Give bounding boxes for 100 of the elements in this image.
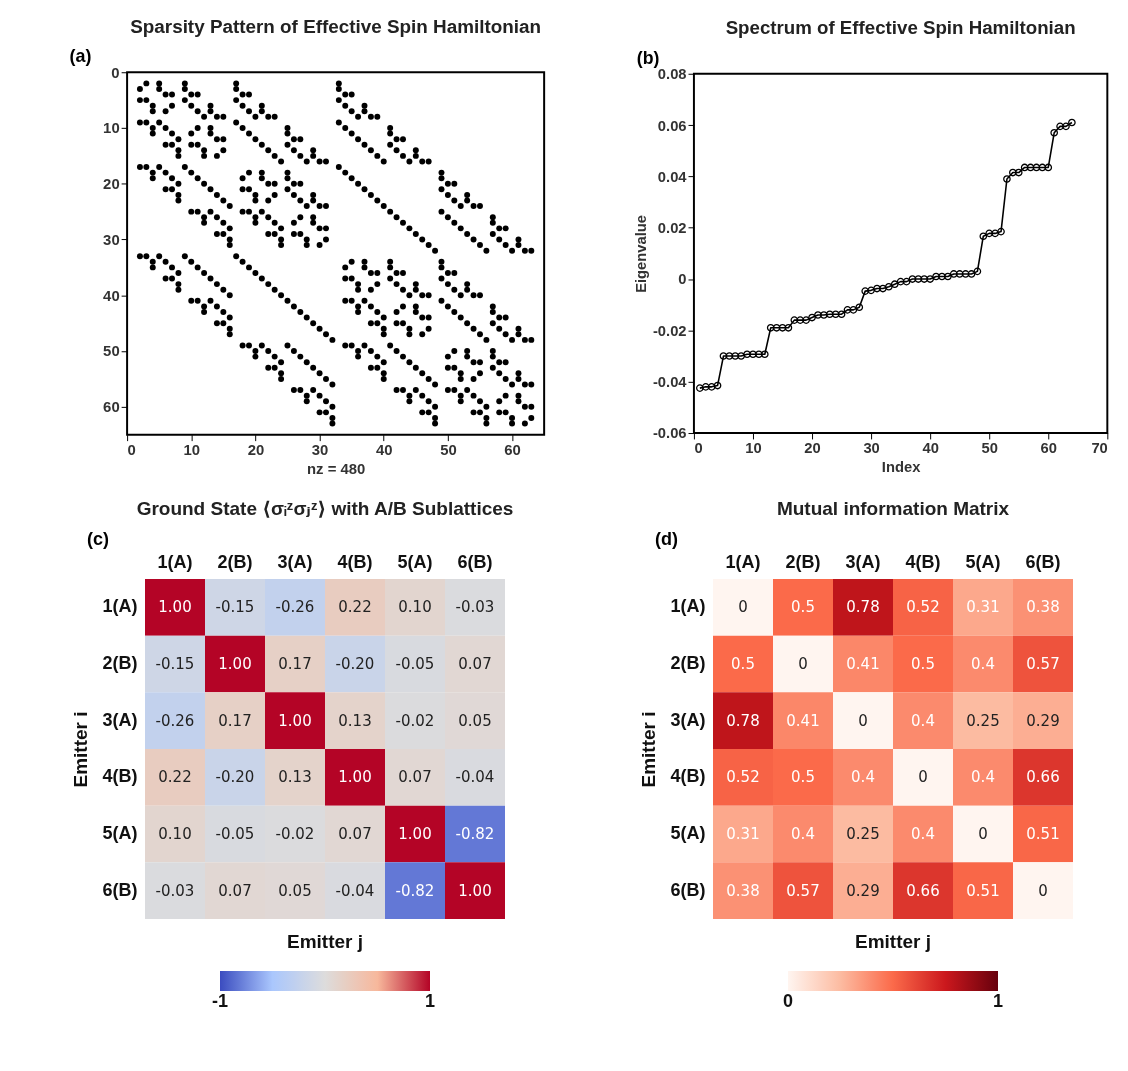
y-tick-label: 1(A): [102, 596, 137, 617]
chart-title: Ground State ⟨σᵢᶻσⱼᶻ⟩ with A/B Sublattices: [136, 498, 513, 519]
data-label: 0.07: [217, 881, 252, 900]
data-label: 0.10: [157, 825, 192, 843]
data-label: -0.02: [275, 825, 314, 843]
data-label: 0.13: [337, 711, 372, 730]
x-tick-label: 1(A): [725, 551, 761, 572]
data-label: -0.20: [335, 655, 374, 673]
data-label: 1.00: [217, 655, 252, 673]
x-tick-label: 20: [804, 440, 821, 457]
data-label: 0.66: [1026, 768, 1060, 787]
x-tick-label: 50: [440, 442, 457, 459]
y-tick-label: 4(B): [670, 766, 706, 787]
data-label: 0.13: [277, 768, 312, 787]
chart-title: Sparsity Pattern of Effective Spin Hamiltonian: [130, 15, 542, 37]
data-label: 0.4: [911, 711, 935, 730]
data-label: 0.5: [791, 598, 815, 617]
data-label: 0.4: [911, 825, 935, 843]
text: (c): [86, 529, 109, 549]
data-label: 0.66: [906, 881, 940, 900]
data-label: 0.17: [217, 711, 252, 730]
data-label: 0.31: [966, 598, 1000, 617]
data-label: 0.57: [1026, 655, 1060, 673]
data-label: 0.41: [846, 655, 880, 673]
chart-title: Mutual information Matrix: [776, 498, 1010, 519]
y-tick-label: 50: [103, 343, 120, 360]
data-label: -0.05: [395, 655, 434, 673]
x-tick-label: 10: [183, 442, 201, 459]
data-label: 1.00: [277, 711, 312, 730]
data-label: 1.00: [397, 825, 432, 843]
chart-title: Spectrum of Effective Spin Hamiltonian: [725, 17, 1076, 39]
y-tick-label: 6(B): [670, 879, 706, 900]
data-label: -0.03: [455, 598, 494, 617]
data-label: 0: [858, 711, 868, 730]
x-tick-label: 10: [745, 440, 762, 457]
data-label: -0.04: [455, 768, 494, 787]
y-tick-label: 0: [678, 271, 687, 288]
data-label: 0.5: [911, 655, 935, 673]
x-tick-label: 5(A): [965, 551, 1001, 572]
data-label: -0.26: [275, 598, 314, 617]
y-tick-label: 6(B): [102, 879, 137, 900]
y-tick-label: 0.06: [657, 117, 687, 134]
data-label: 0: [738, 598, 748, 617]
data-label: -0.15: [215, 598, 254, 617]
data-label: 0.52: [726, 768, 760, 787]
x-tick-label: 3(A): [845, 551, 881, 572]
data-label: 0.38: [726, 881, 760, 900]
data-label: 0.31: [726, 825, 760, 843]
data-label: -0.82: [455, 825, 494, 843]
data-label: 0.05: [457, 711, 492, 730]
y-axis-title: Eigenvalue: [633, 214, 649, 293]
y-tick-label: -0.06: [652, 425, 687, 442]
x-tick-label: 4(B): [337, 551, 372, 572]
data-label: 0.52: [906, 598, 940, 617]
data-label: -0.04: [335, 881, 374, 900]
data-label: 0.57: [786, 881, 820, 900]
x-tick-label: 2(B): [217, 551, 252, 572]
x-tick-label: 6(B): [457, 551, 492, 572]
y-tick-label: -0.04: [652, 374, 688, 391]
y-tick-label: -0.02: [652, 322, 687, 339]
y-tick-label: 2(B): [670, 653, 706, 673]
data-label: 0: [978, 825, 988, 843]
x-tick-label: 1(A): [157, 551, 192, 572]
color-bar-label: -1: [211, 991, 228, 1011]
y-tick-label: 5(A): [102, 823, 137, 843]
x-tick-label: 3(A): [277, 551, 312, 572]
y-tick-label: 0.02: [657, 220, 687, 237]
data-label: 0.4: [971, 655, 995, 673]
x-tick-label: 60: [1040, 440, 1057, 457]
y-axis-title: Emitter i: [637, 711, 659, 788]
data-label: 0.5: [731, 655, 755, 673]
y-tick-label: 5(A): [670, 823, 706, 843]
data-label: 0.05: [277, 881, 312, 900]
x-tick-label: 60: [504, 442, 521, 459]
data-label: 0.78: [726, 711, 760, 730]
y-tick-label: 0.04: [657, 168, 688, 185]
data-label: 0: [1038, 881, 1048, 900]
x-tick-label: 2(B): [785, 551, 821, 572]
y-tick-label: 60: [103, 399, 120, 416]
y-tick-label: 0.08: [657, 66, 687, 83]
x-tick-label: 30: [311, 442, 329, 459]
x-tick-label: 6(B): [1025, 551, 1061, 572]
data-label: 0.07: [397, 768, 432, 787]
x-axis-title: Emitter j: [286, 931, 363, 952]
data-label: 0: [918, 768, 928, 787]
data-label: -0.05: [215, 825, 254, 843]
y-tick-label: 40: [103, 287, 120, 304]
x-tick-label: 30: [863, 440, 880, 457]
x-tick-label: 40: [375, 442, 393, 459]
data-label: 0.29: [1026, 711, 1060, 730]
y-tick-label: 20: [103, 176, 120, 193]
data-label: 0.4: [791, 825, 815, 843]
color-bar-label: 0: [782, 991, 794, 1011]
y-tick-label: 2(B): [102, 653, 137, 673]
data-label: 0.38: [1026, 598, 1060, 617]
y-tick-label: 10: [103, 120, 120, 137]
data-label: -0.26: [155, 711, 194, 730]
data-label: 0.22: [157, 768, 192, 787]
data-label: 0.4: [851, 768, 875, 787]
y-tick-label: 3(A): [102, 709, 137, 730]
